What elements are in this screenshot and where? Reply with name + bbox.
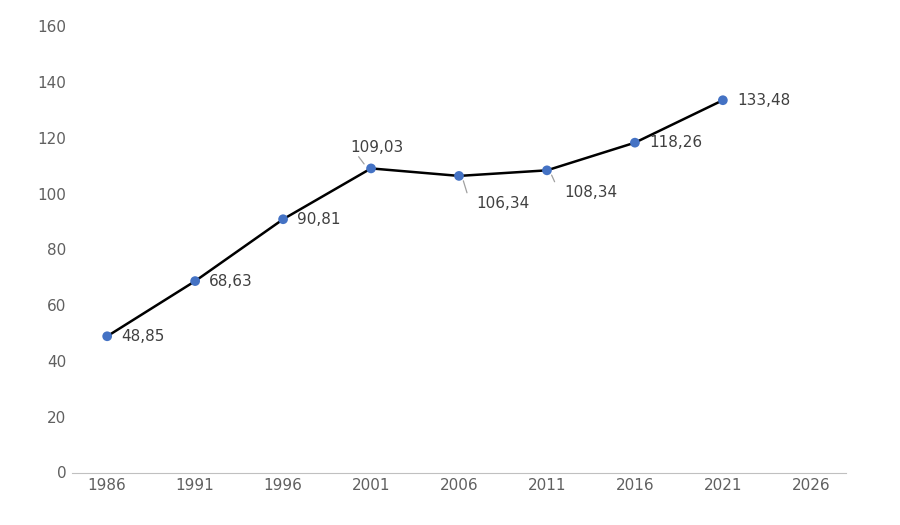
Text: 109,03: 109,03: [350, 140, 403, 155]
Point: [100, 332, 114, 340]
Text: 68,63: 68,63: [209, 274, 253, 289]
Text: 133,48: 133,48: [737, 93, 790, 108]
Point: [452, 172, 466, 180]
Point: [364, 164, 378, 173]
Point: [188, 277, 202, 285]
Point: [716, 96, 730, 104]
Text: 48,85: 48,85: [122, 329, 165, 344]
Text: 90,81: 90,81: [297, 212, 341, 227]
Point: [276, 215, 291, 224]
Text: 118,26: 118,26: [649, 135, 702, 150]
Text: 108,34: 108,34: [564, 185, 617, 200]
Point: [540, 166, 554, 174]
Point: [627, 139, 642, 147]
Text: 106,34: 106,34: [477, 196, 530, 211]
